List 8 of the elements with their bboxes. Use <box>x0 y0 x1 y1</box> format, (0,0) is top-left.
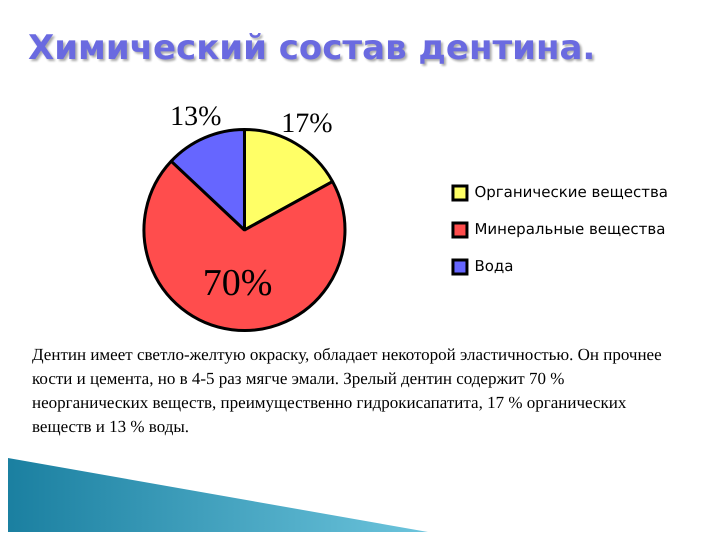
legend-label: Органические вещества <box>474 182 668 201</box>
data-label: 70% <box>202 262 272 304</box>
data-label: 13% <box>170 100 222 132</box>
text: Дентин имеет светло-желтую окраску, обладает некоторой эластичностью. Он прочнее кости и цемента, но в 4-5 раз мягче эмали. Зрелый дентин содержит 70 % неорганических веществ, преимущественно гидрокисапатита, 17 % органических веществ и 13 % воды. <box>32 344 663 438</box>
legend-label: Вода <box>474 256 514 275</box>
legend-label: Минеральные вещества <box>474 220 666 238</box>
chart-title: Химический состав дентина. <box>28 28 596 68</box>
data-label: 17% <box>281 108 333 139</box>
